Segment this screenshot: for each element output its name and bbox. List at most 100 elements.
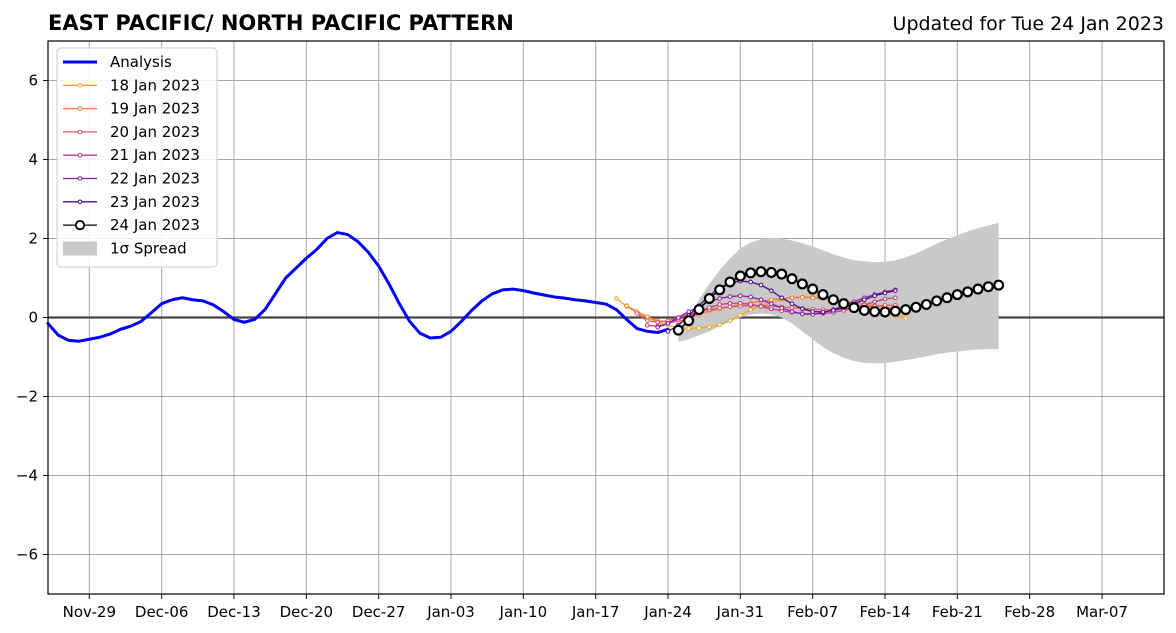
y-tick-label: 4 xyxy=(28,151,38,169)
legend-marker xyxy=(77,106,83,111)
data-point xyxy=(748,294,753,300)
data-point xyxy=(796,278,808,290)
data-point xyxy=(858,304,870,316)
data-point xyxy=(972,283,984,295)
data-point xyxy=(738,300,743,306)
data-point xyxy=(707,324,712,330)
data-point xyxy=(769,301,774,306)
data-point xyxy=(665,321,671,326)
data-point xyxy=(869,306,881,318)
x-tick-label: Feb-07 xyxy=(787,603,838,621)
legend-marker xyxy=(77,129,83,135)
legend: Analysis 18 Jan 2023 19 Jan 2023 20 Jan 202… xyxy=(56,47,218,268)
series-line xyxy=(46,231,670,343)
data-point xyxy=(717,302,722,307)
data-point xyxy=(910,301,922,313)
data-point xyxy=(889,305,901,317)
y-tick-label: −4 xyxy=(16,467,38,485)
data-point xyxy=(645,314,650,320)
legend-box xyxy=(56,47,218,268)
x-tick-label: Mar-07 xyxy=(1076,603,1128,621)
data-point xyxy=(758,297,764,303)
series-analysis xyxy=(46,231,670,343)
data-point xyxy=(810,295,815,301)
data-point xyxy=(703,293,715,305)
data-point xyxy=(717,322,722,327)
data-point xyxy=(727,294,733,299)
data-point xyxy=(827,294,839,306)
x-tick-label: Dec-06 xyxy=(135,603,189,621)
y-tick-label: 6 xyxy=(28,72,38,90)
data-point xyxy=(872,293,877,299)
legend-label: 22 Jan 2023 xyxy=(110,170,200,188)
data-point xyxy=(738,293,743,299)
data-point xyxy=(776,268,788,280)
legend-marker xyxy=(77,199,83,205)
data-point xyxy=(665,329,671,334)
data-point xyxy=(789,309,795,314)
data-point xyxy=(903,315,908,321)
y-tick-label: 0 xyxy=(28,309,38,327)
data-point xyxy=(982,281,994,293)
data-point xyxy=(634,311,640,316)
legend-label: 20 Jan 2023 xyxy=(110,123,200,141)
data-point xyxy=(758,304,764,309)
data-point xyxy=(745,267,757,279)
data-point xyxy=(786,273,798,285)
data-point xyxy=(920,298,932,310)
series-layer xyxy=(46,231,1005,343)
legend-marker xyxy=(77,176,83,181)
data-point xyxy=(820,309,826,315)
data-point xyxy=(676,315,681,320)
spread-layer xyxy=(678,222,999,364)
x-tick-label: Feb-21 xyxy=(932,603,983,621)
data-point xyxy=(624,303,629,308)
data-point xyxy=(686,309,691,314)
legend-marker xyxy=(74,220,86,231)
data-point xyxy=(696,325,702,331)
data-point xyxy=(655,319,660,325)
x-tick-label: Jan-31 xyxy=(716,603,765,621)
data-point xyxy=(769,306,774,312)
data-point xyxy=(748,279,753,285)
data-point xyxy=(693,304,705,316)
y-tick-label: 2 xyxy=(28,230,38,248)
spread-band xyxy=(678,222,999,364)
data-point xyxy=(765,266,777,278)
legend-marker xyxy=(77,152,83,158)
data-point xyxy=(862,297,867,303)
data-point xyxy=(748,302,753,307)
data-point xyxy=(779,305,784,311)
data-point xyxy=(779,295,784,301)
y-tick-label: −2 xyxy=(16,388,38,406)
data-point xyxy=(655,325,660,330)
data-point xyxy=(800,306,805,312)
data-point xyxy=(879,306,891,318)
data-point xyxy=(727,318,733,323)
x-tick-label: Feb-28 xyxy=(1004,603,1055,621)
x-tick-label: Dec-27 xyxy=(352,603,406,621)
data-point xyxy=(807,283,819,295)
data-point xyxy=(672,324,684,336)
legend-label: 18 Jan 2023 xyxy=(110,76,200,94)
data-point xyxy=(614,296,619,301)
data-point xyxy=(789,305,795,310)
x-tick-label: Jan-10 xyxy=(499,603,548,621)
data-point xyxy=(838,298,850,310)
data-point xyxy=(941,292,953,304)
legend-label: 24 Jan 2023 xyxy=(110,216,200,234)
data-point xyxy=(714,284,726,296)
data-point xyxy=(800,295,805,300)
data-point xyxy=(758,282,764,288)
x-tick-label: Dec-13 xyxy=(207,603,261,621)
data-point xyxy=(893,288,898,293)
data-point xyxy=(707,305,712,310)
data-point xyxy=(734,270,746,282)
legend-label: 21 Jan 2023 xyxy=(110,146,200,164)
data-point xyxy=(900,304,912,316)
data-point xyxy=(686,326,691,331)
data-point xyxy=(831,308,836,313)
legend-label: Analysis xyxy=(110,53,172,71)
axes-layer: Nov-29 Dec-06 Dec-13 Dec-20 Dec-27 Jan-03 Jan-… xyxy=(16,40,1165,621)
legend-marker xyxy=(77,83,83,88)
